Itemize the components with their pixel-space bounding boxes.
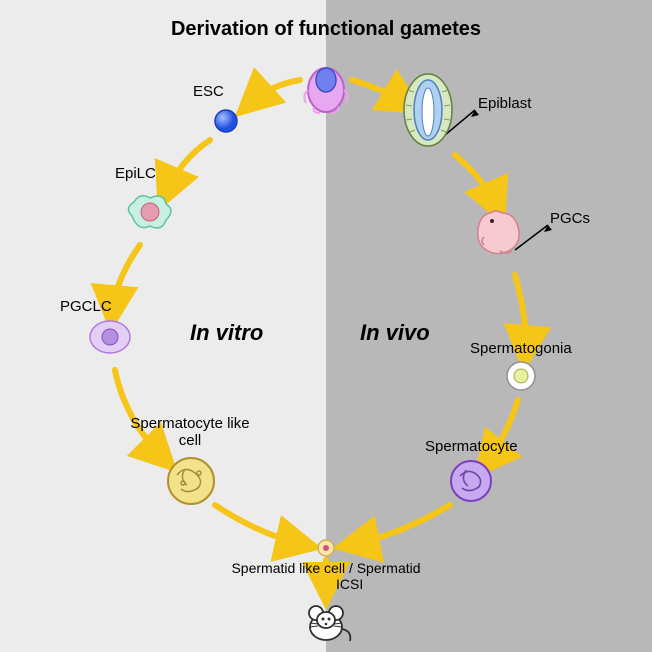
pgclc-icon <box>88 318 132 361</box>
epiblast-label: Epiblast <box>478 95 531 112</box>
diagram-canvas: Derivation of functional gametes In vitr… <box>0 0 652 652</box>
pgclc-label: PGCLC <box>60 298 112 315</box>
pgcs-label: PGCs <box>550 210 590 227</box>
epilc-label: EpiLC <box>115 165 156 182</box>
sclc-icon <box>165 455 217 512</box>
esc-label: ESC <box>193 83 224 100</box>
blastocyst-icon <box>300 55 352 120</box>
epilc-icon <box>122 188 178 241</box>
spermatocyte-label: Spermatocyte <box>425 438 518 455</box>
spermatid-label: Spermatid like cell / Spermatid <box>220 560 432 576</box>
spermatocyte-icon <box>448 458 494 509</box>
spermatogonia-icon <box>505 360 537 397</box>
esc-icon <box>213 108 239 139</box>
spermatogonia-label: Spermatogonia <box>470 340 572 357</box>
icsi-label: ICSI <box>336 576 363 592</box>
epiblast-icon <box>400 70 456 155</box>
mouse-icon <box>298 595 354 650</box>
sclc-label: Spermatocyte like cell <box>125 415 255 449</box>
embryo-icon <box>470 205 530 266</box>
